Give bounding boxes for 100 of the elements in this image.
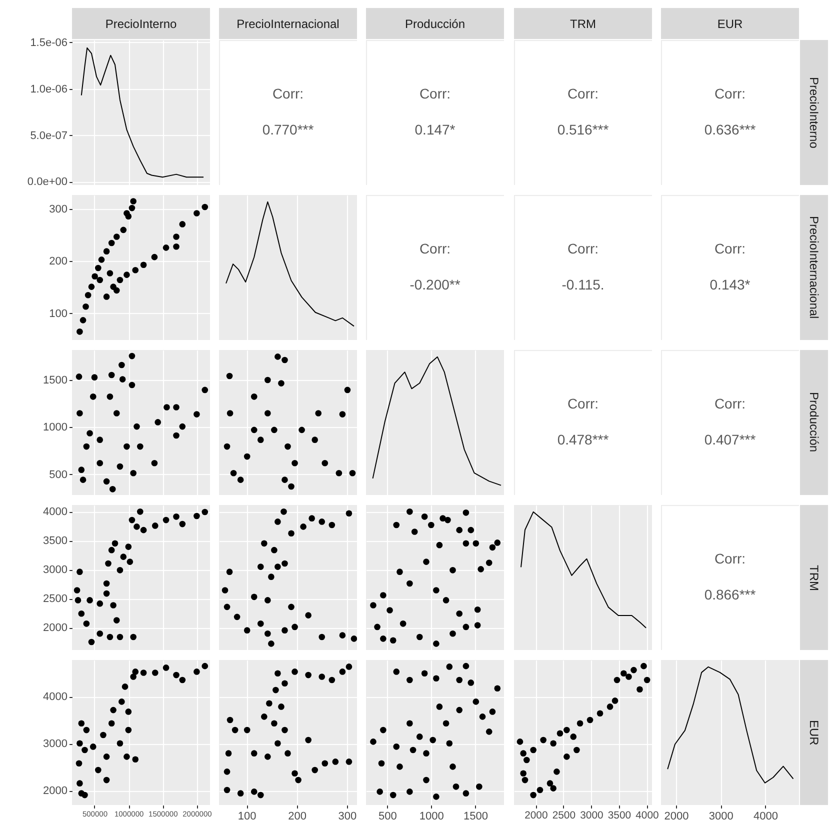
point bbox=[96, 630, 104, 637]
point bbox=[300, 524, 306, 530]
point bbox=[96, 276, 104, 284]
point bbox=[74, 597, 82, 604]
point bbox=[108, 372, 115, 378]
point bbox=[90, 744, 96, 750]
point bbox=[530, 746, 536, 754]
point bbox=[84, 292, 92, 298]
point bbox=[328, 522, 336, 528]
point bbox=[274, 518, 281, 525]
point bbox=[264, 754, 271, 760]
point bbox=[315, 410, 322, 416]
line-series bbox=[80, 47, 204, 178]
point bbox=[261, 540, 268, 547]
point bbox=[406, 508, 413, 515]
point bbox=[546, 780, 554, 786]
point bbox=[472, 698, 480, 705]
point bbox=[113, 617, 120, 624]
point bbox=[271, 426, 278, 434]
point bbox=[103, 248, 110, 254]
point bbox=[606, 704, 614, 710]
text: 0.478*** bbox=[557, 432, 610, 448]
point bbox=[76, 740, 83, 747]
point bbox=[292, 668, 298, 675]
point bbox=[489, 708, 496, 715]
point bbox=[586, 716, 594, 724]
point bbox=[268, 574, 274, 580]
point bbox=[322, 460, 328, 466]
point bbox=[308, 515, 315, 522]
point bbox=[614, 676, 620, 684]
point bbox=[103, 776, 110, 784]
text: Corr: bbox=[419, 85, 451, 102]
point bbox=[80, 476, 86, 483]
point bbox=[226, 716, 234, 724]
point bbox=[202, 508, 208, 516]
point bbox=[250, 426, 258, 434]
point bbox=[237, 790, 244, 796]
point bbox=[576, 720, 584, 727]
point bbox=[130, 674, 136, 680]
point bbox=[103, 294, 110, 300]
point bbox=[76, 374, 82, 380]
point bbox=[128, 204, 136, 212]
point bbox=[130, 634, 136, 640]
point bbox=[456, 676, 463, 684]
point bbox=[396, 764, 403, 770]
point bbox=[226, 372, 233, 380]
point bbox=[452, 784, 460, 790]
y-tick-label: 2500 bbox=[43, 593, 68, 606]
point bbox=[462, 790, 470, 796]
point bbox=[116, 276, 124, 284]
point bbox=[82, 746, 88, 754]
point bbox=[522, 776, 528, 784]
point bbox=[274, 670, 281, 677]
point bbox=[250, 750, 258, 756]
point bbox=[113, 410, 120, 416]
point bbox=[116, 567, 124, 574]
point bbox=[550, 785, 556, 792]
point bbox=[179, 676, 186, 684]
point bbox=[194, 210, 200, 216]
text: Corr: bbox=[714, 240, 746, 256]
point bbox=[350, 636, 357, 642]
point bbox=[380, 726, 386, 734]
point bbox=[416, 634, 423, 640]
point bbox=[336, 470, 342, 476]
text: 0.636*** bbox=[704, 122, 756, 138]
point bbox=[234, 614, 240, 620]
point bbox=[120, 554, 127, 560]
point bbox=[173, 432, 180, 439]
point bbox=[244, 627, 250, 634]
point bbox=[486, 560, 492, 566]
point bbox=[550, 740, 556, 747]
point bbox=[450, 567, 456, 574]
y-tick-label: 2000 bbox=[43, 622, 68, 634]
point bbox=[292, 624, 298, 630]
point bbox=[474, 622, 481, 628]
point bbox=[110, 706, 116, 714]
point bbox=[423, 558, 430, 565]
point bbox=[120, 226, 127, 234]
point bbox=[305, 672, 312, 678]
point bbox=[436, 704, 443, 710]
text: 0.407*** bbox=[704, 432, 756, 448]
y-tick-label: 200 bbox=[49, 256, 68, 268]
text: Corr: bbox=[714, 550, 746, 566]
point bbox=[116, 740, 124, 747]
point bbox=[136, 508, 144, 515]
text: 0.866*** bbox=[704, 586, 756, 603]
point bbox=[173, 672, 180, 678]
point bbox=[152, 522, 158, 529]
point bbox=[428, 522, 434, 528]
point bbox=[78, 610, 85, 617]
point bbox=[83, 726, 90, 734]
point bbox=[423, 750, 430, 756]
point bbox=[86, 597, 93, 604]
point bbox=[126, 558, 134, 565]
point bbox=[520, 750, 526, 756]
text: 0.147* bbox=[414, 122, 456, 138]
point bbox=[225, 750, 232, 756]
point bbox=[640, 662, 647, 670]
point bbox=[298, 426, 305, 434]
point bbox=[261, 714, 268, 720]
